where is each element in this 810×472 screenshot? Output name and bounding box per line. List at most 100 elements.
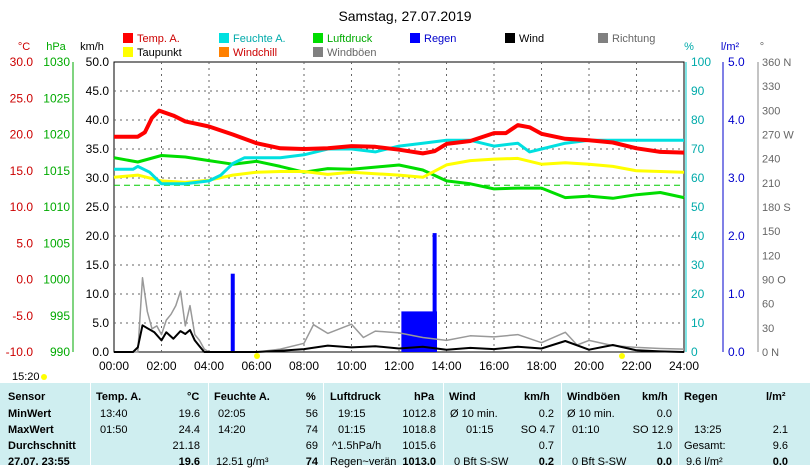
- x-tick-label: 20:00: [574, 359, 604, 373]
- pressure-value: 1015.6: [402, 440, 436, 452]
- rain-tick-label: 0.0: [728, 345, 745, 359]
- x-tick-label: 10:00: [336, 359, 366, 373]
- series-line: [114, 138, 684, 186]
- humidity-tick-label: 40: [691, 229, 705, 243]
- rain-value: 0.0: [772, 456, 788, 468]
- pressure-time: 01:15: [338, 424, 366, 436]
- pressure-time: 19:15: [338, 408, 366, 420]
- pressure-tick-label: 1010: [43, 200, 70, 214]
- wind-beaufort: 0 Bft S-SW: [454, 456, 509, 468]
- chart-title: Samstag, 27.07.2019: [338, 8, 471, 24]
- gust-beaufort: 0 Bft S-SW: [572, 456, 627, 468]
- wind-tick-label: 10.0: [86, 287, 110, 301]
- temp-axis-unit: °C: [18, 41, 30, 53]
- header-humidity-unit: %: [306, 391, 316, 403]
- rain-tick-label: 1.0: [728, 287, 745, 301]
- wind-value: 0.7: [538, 440, 554, 452]
- row-label: Durchschnitt: [8, 440, 76, 452]
- pressure-tick-label: 990: [50, 345, 70, 359]
- legend-item-label: Windböen: [327, 47, 377, 59]
- wind-tick-label: 20.0: [86, 229, 110, 243]
- x-tick-label: 16:00: [479, 359, 509, 373]
- direction-tick-label: 360 N: [762, 57, 791, 69]
- pressure-value: 1013.0: [402, 456, 436, 468]
- x-tick-label: 02:00: [146, 359, 176, 373]
- wind-tick-label: 35.0: [86, 142, 110, 156]
- row-label: MaxWert: [8, 424, 54, 436]
- temp-value: 21.18: [172, 440, 200, 452]
- humidity-tick-label: 100: [691, 55, 711, 69]
- wind-tick-label: 45.0: [86, 84, 110, 98]
- humidity-tick-label: 20: [691, 287, 705, 301]
- humidity-tick-label: 90: [691, 84, 705, 98]
- humidity-time: 02:05: [218, 408, 246, 420]
- humidity-value: 56: [305, 408, 318, 420]
- rain-tick-label: 2.0: [728, 229, 745, 243]
- pressure-trend-text: Regen~verän: [330, 456, 397, 468]
- pressure-tick-label: 1005: [43, 236, 70, 250]
- rain-bar: [401, 311, 437, 352]
- temp-tick-label: 0.0: [16, 273, 33, 287]
- rain-tick-label: 3.0: [728, 171, 745, 185]
- header-gust-unit: km/h: [642, 391, 668, 403]
- header-humidity: Feuchte A.: [214, 391, 270, 403]
- legend-item-label: Luftdruck: [327, 33, 373, 45]
- header-temp-unit: °C: [187, 391, 200, 403]
- legend-swatch: [219, 33, 229, 43]
- table-row: MinWert 13:40 19.6 02:05 56 19:15 1012.8…: [0, 408, 810, 424]
- legend-item-label: Temp. A.: [137, 33, 180, 45]
- header-wind: Wind: [449, 391, 476, 403]
- x-tick-label: 24:00: [669, 359, 699, 373]
- wind-tick-label: 50.0: [86, 55, 110, 69]
- humidity-axis-unit: %: [684, 41, 694, 53]
- humidity-tick-label: 70: [691, 142, 705, 156]
- temp-tick-label: 15.0: [10, 164, 34, 178]
- header-pressure: Luftdruck: [330, 391, 381, 403]
- direction-tick-label: 300: [762, 105, 780, 117]
- legend-item-label: Richtung: [612, 33, 655, 45]
- wind-time: 01:15: [466, 424, 494, 436]
- gust-value: 1.0: [656, 440, 672, 452]
- humidity-tick-label: 60: [691, 171, 705, 185]
- humidity-absolute: 12.51 g/m³: [216, 456, 269, 468]
- rain-tick-label: 4.0: [728, 113, 745, 127]
- rain-total: 9.6 l/m²: [686, 456, 723, 468]
- temp-tick-label: -10.0: [6, 345, 34, 359]
- temp-tick-label: 20.0: [10, 128, 34, 142]
- temp-value: 19.6: [178, 456, 200, 468]
- stats-table: Sensor Temp. A. °C Feuchte A. % Luftdruc…: [0, 383, 810, 468]
- series-line: [113, 154, 685, 200]
- temp-tick-label: 5.0: [16, 236, 33, 250]
- wind-tick-label: 0.0: [92, 345, 109, 359]
- direction-tick-label: 240: [762, 154, 780, 166]
- pressure-tick-label: 1025: [43, 91, 70, 105]
- wind-label: Ø 10 min.: [450, 408, 498, 420]
- header-sensor: Sensor: [8, 391, 46, 403]
- direction-tick-label: 180 S: [762, 202, 791, 214]
- sunrise-marker: [254, 353, 260, 359]
- header-pressure-unit: hPa: [414, 391, 435, 403]
- gust-value: SO 12.9: [632, 424, 673, 436]
- direction-tick-label: 120: [762, 250, 780, 262]
- legend-swatch: [598, 33, 608, 43]
- gust-value: 0.0: [656, 408, 672, 420]
- pressure-value: 1018.8: [402, 424, 436, 436]
- rain-label: Gesamt:: [684, 440, 726, 452]
- wind-tick-label: 25.0: [86, 200, 110, 214]
- direction-tick-label: 270 W: [762, 130, 794, 142]
- gust-time: 01:10: [572, 424, 600, 436]
- pressure-tick-label: 1000: [43, 273, 70, 287]
- legend-swatch: [313, 33, 323, 43]
- legend-swatch: [123, 47, 133, 57]
- legend-swatch: [219, 47, 229, 57]
- sunset-marker: [619, 353, 625, 359]
- series-line: [114, 324, 685, 353]
- humidity-tick-label: 50: [691, 200, 705, 214]
- temp-tick-label: 30.0: [10, 55, 34, 69]
- wind-value: 0.2: [538, 456, 554, 468]
- temp-value: 19.6: [178, 408, 200, 420]
- x-tick-label: 04:00: [194, 359, 224, 373]
- legend-item-label: Windchill: [233, 47, 277, 59]
- legend-item-label: Feuchte A.: [233, 33, 286, 45]
- humidity-tick-label: 10: [691, 316, 705, 330]
